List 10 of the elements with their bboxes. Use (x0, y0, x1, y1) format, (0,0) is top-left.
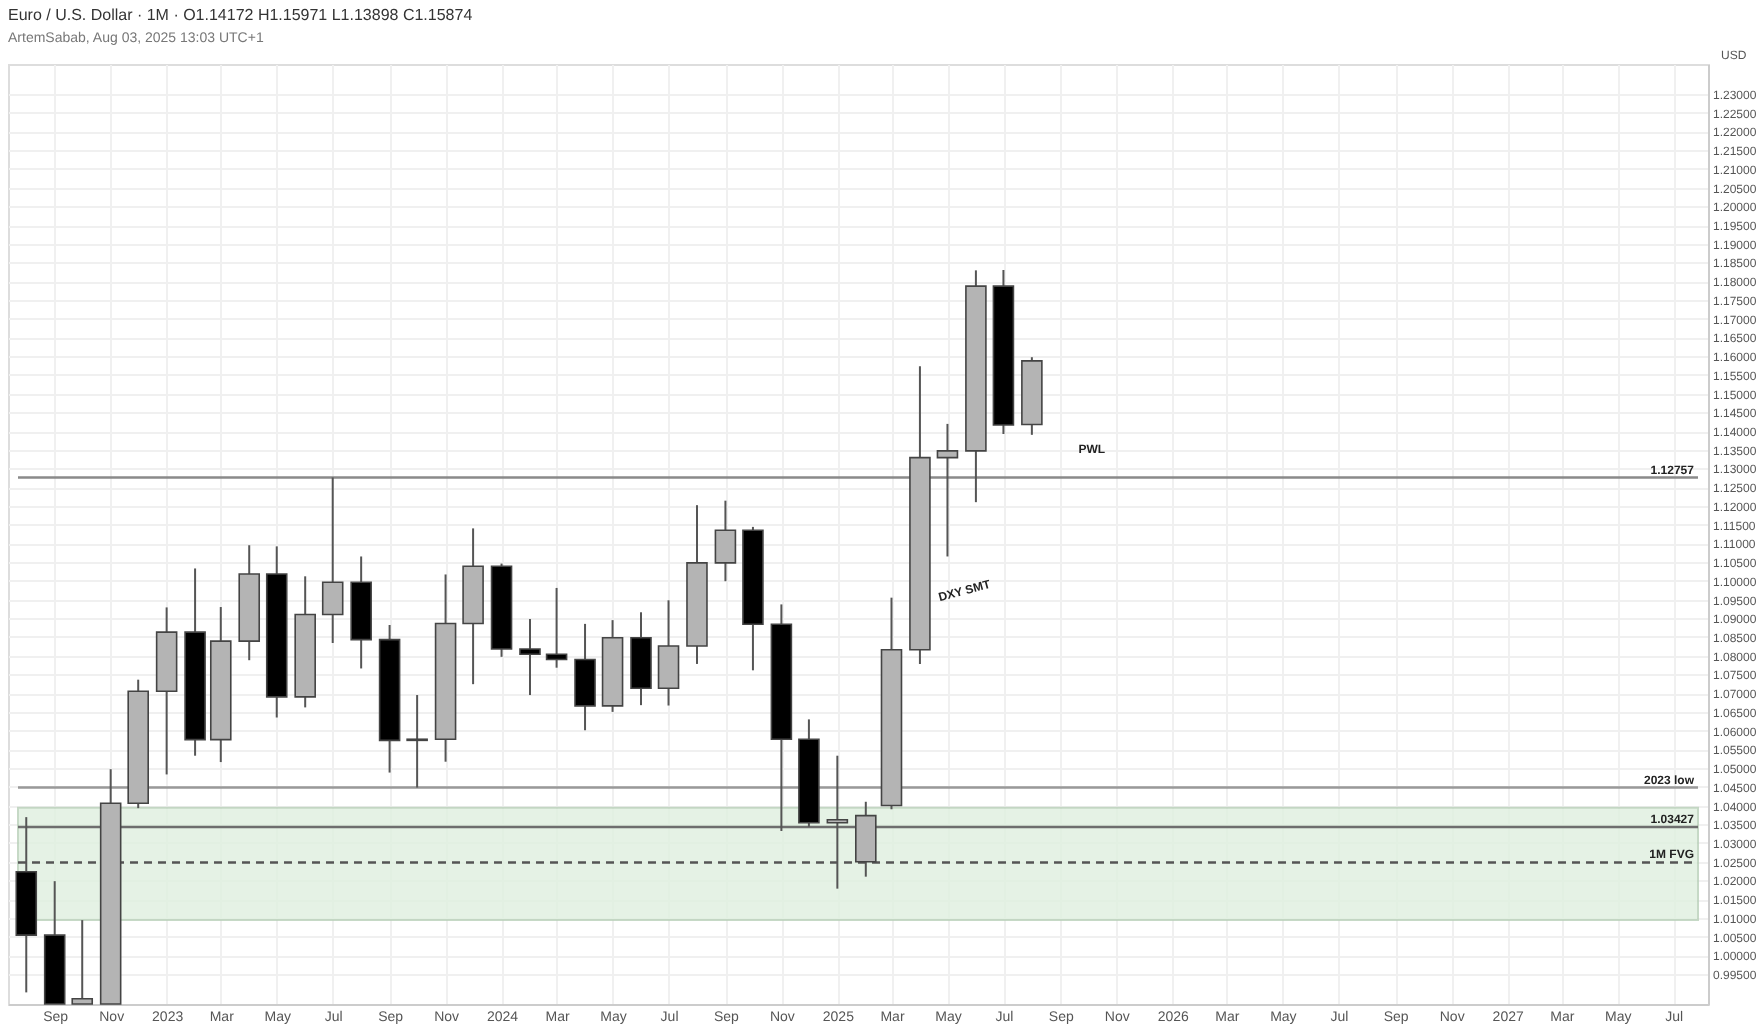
candlestick (936, 422, 959, 558)
candlestick (406, 694, 428, 789)
candlestick (574, 622, 596, 732)
candlestick (321, 476, 344, 644)
candlestick (657, 599, 680, 707)
candlestick (71, 919, 94, 1005)
candlestick (545, 586, 568, 669)
candlestick (714, 499, 737, 583)
chart-title: Euro / U.S. Dollar · 1M · O1.14172 H1.15971 L1.13898 C1.15874 (8, 6, 474, 24)
candlestick (519, 618, 541, 697)
